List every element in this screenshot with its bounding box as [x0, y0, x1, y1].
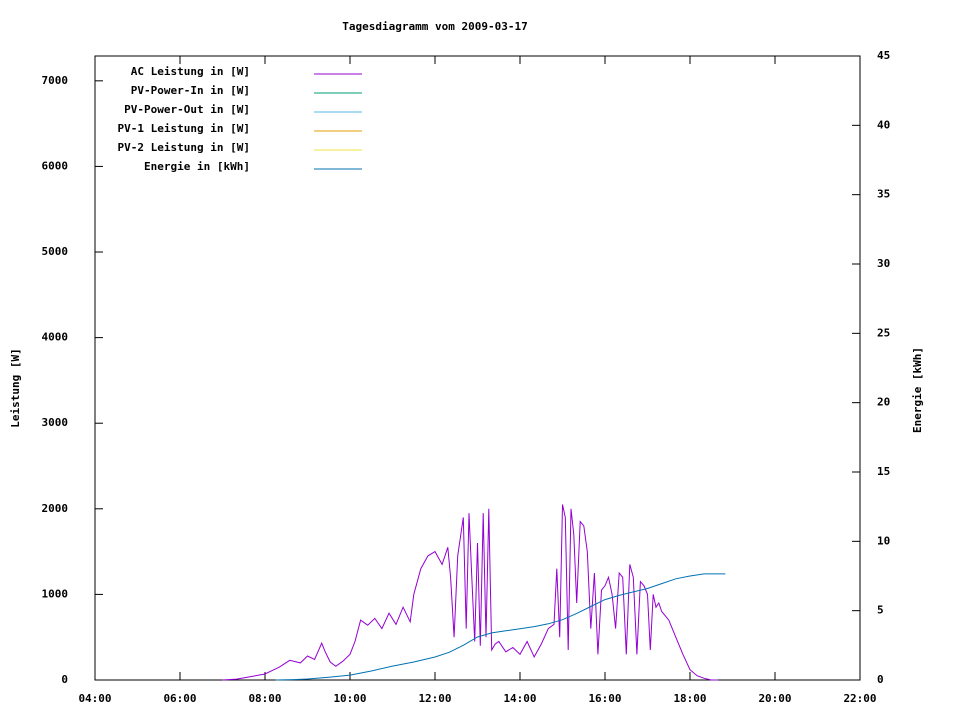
x-tick-label: 06:00: [163, 692, 196, 705]
y-tick-label: 7000: [42, 74, 69, 87]
legend-label: PV-2 Leistung in [W]: [118, 141, 250, 154]
legend-label: AC Leistung in [W]: [131, 65, 250, 78]
x-tick-label: 16:00: [588, 692, 621, 705]
y-axis-label: Leistung [W]: [9, 348, 22, 427]
legend-label: PV-Power-In in [W]: [131, 84, 250, 97]
x-tick-label: 14:00: [503, 692, 536, 705]
plot-border: [94, 55, 861, 681]
x-tick-label: 10:00: [333, 692, 366, 705]
y2-tick-label: 20: [877, 396, 890, 409]
y-tick-label: 4000: [42, 331, 69, 344]
x-tick-label: 20:00: [758, 692, 791, 705]
y-tick-label: 1000: [42, 587, 69, 600]
x-tick-label: 08:00: [248, 692, 281, 705]
y-tick-label: 5000: [42, 245, 69, 258]
y2-tick-label: 35: [877, 188, 890, 201]
y-tick-label: 6000: [42, 159, 69, 172]
y2-tick-label: 0: [877, 673, 884, 686]
x-tick-label: 22:00: [843, 692, 876, 705]
y-tick-label: 3000: [42, 416, 69, 429]
legend-label: PV-Power-Out in [W]: [124, 103, 250, 116]
y2-tick-label: 25: [877, 326, 890, 339]
series-line: [222, 504, 719, 681]
y2-tick-label: 5: [877, 604, 884, 617]
y2-tick-label: 40: [877, 118, 890, 131]
y2-tick-label: 45: [877, 49, 890, 62]
x-tick-label: 18:00: [673, 692, 706, 705]
x-tick-label: 04:00: [78, 692, 111, 705]
y-tick-label: 0: [61, 673, 68, 686]
chart-title: Tagesdiagramm vom 2009-03-17: [342, 20, 527, 33]
y-tick-label: 2000: [42, 502, 69, 515]
x-tick-label: 12:00: [418, 692, 451, 705]
series-line: [275, 573, 726, 681]
legend-label: Energie in [kWh]: [144, 160, 250, 173]
legend-label: PV-1 Leistung in [W]: [118, 122, 250, 135]
y2-axis-label: Energie [kWh]: [911, 347, 924, 433]
y2-tick-label: 30: [877, 257, 890, 270]
y2-tick-label: 15: [877, 465, 890, 478]
y2-tick-label: 10: [877, 534, 890, 547]
